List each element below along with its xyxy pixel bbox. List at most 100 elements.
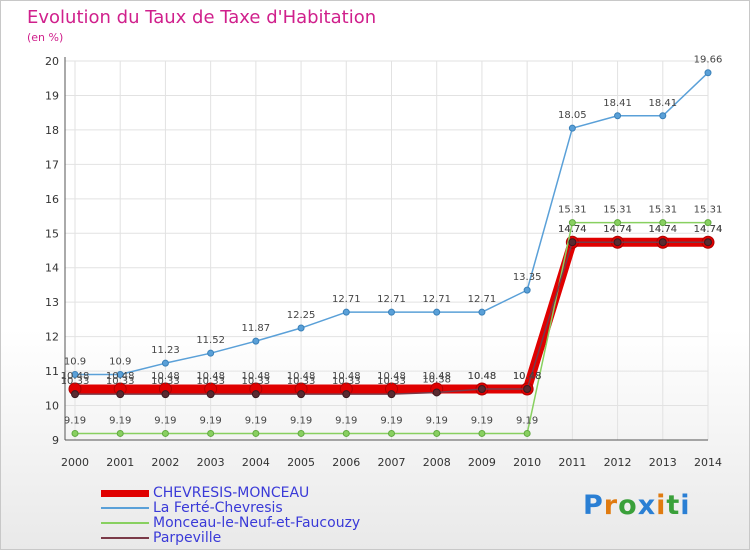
logo-letter: x [637, 490, 657, 521]
data-label: 9.19 [516, 415, 538, 426]
data-label: 11.52 [196, 335, 225, 346]
data-label: 9.19 [64, 415, 86, 426]
data-label: 12.71 [332, 294, 361, 305]
data-point-1 [659, 112, 667, 120]
data-point-2 [659, 219, 667, 227]
data-label: 10.33 [196, 376, 225, 387]
data-label: 9.19 [154, 415, 176, 426]
data-label: 12.71 [468, 294, 497, 305]
data-label: 12.25 [287, 310, 316, 321]
data-label: 14.74 [694, 224, 723, 235]
data-label: 13.35 [513, 272, 542, 283]
y-tick-label: 16 [45, 193, 59, 206]
data-label: 10.38 [422, 374, 451, 385]
data-label: 10.48 [513, 371, 542, 382]
data-label: 10.48 [332, 371, 361, 382]
data-point-3 [116, 390, 125, 399]
data-label: 14.74 [558, 224, 587, 235]
data-label: 10.33 [151, 376, 180, 387]
data-label: 10.9 [109, 357, 131, 368]
data-label: 10.33 [106, 376, 135, 387]
data-point-1 [478, 308, 486, 316]
legend-label: Parpeville [153, 530, 222, 546]
x-tick-label: 2001 [106, 456, 134, 469]
x-tick-label: 2013 [649, 456, 677, 469]
data-label: 14.74 [558, 224, 587, 235]
data-label: 10.33 [242, 376, 271, 387]
data-point-1 [433, 308, 441, 316]
logo-letter: t [666, 490, 681, 521]
x-tick-label: 2007 [378, 456, 406, 469]
data-point-2 [478, 429, 486, 437]
x-tick-label: 2009 [468, 456, 496, 469]
legend-item: Parpeville [101, 531, 360, 546]
legend-label: La Ferté-Chevresis [153, 500, 283, 516]
chart-title: Evolution du Taux de Taxe d'Habitation [27, 7, 377, 28]
legend-swatch [101, 537, 149, 539]
data-label: 9.19 [290, 415, 312, 426]
data-point-2 [704, 219, 712, 227]
data-point-3 [297, 390, 306, 399]
data-point-3 [523, 385, 532, 394]
data-point-2 [523, 429, 531, 437]
data-point-1 [297, 324, 305, 332]
data-point-2 [297, 429, 305, 437]
y-tick-label: 13 [45, 296, 59, 309]
y-tick-label: 17 [45, 158, 59, 171]
data-point-2 [71, 429, 79, 437]
data-point-2 [388, 429, 395, 437]
data-label: 9.19 [335, 415, 357, 426]
y-tick-label: 18 [45, 124, 59, 137]
x-tick-label: 2012 [604, 456, 632, 469]
data-point-2 [116, 429, 124, 437]
data-label: 10.9 [64, 357, 86, 368]
legend-swatch [101, 522, 149, 524]
y-tick-label: 10 [45, 400, 59, 413]
y-tick-label: 9 [52, 434, 59, 447]
data-point-2 [207, 429, 215, 437]
data-point-3 [658, 238, 667, 247]
data-label: 10.48 [468, 371, 497, 382]
data-point-3 [477, 385, 486, 394]
y-tick-label: 15 [45, 227, 59, 240]
data-point-3 [161, 390, 170, 399]
logo-letter: i [680, 490, 691, 521]
chart-legend: CHEVRESIS-MONCEAU La Ferté-Chevresis Monce… [101, 486, 360, 546]
data-label: 10.33 [332, 376, 361, 387]
y-tick-label: 14 [45, 262, 59, 275]
legend-swatch [101, 507, 149, 509]
data-point-2 [342, 429, 350, 437]
data-point-1 [568, 124, 576, 132]
data-label: 10.33 [61, 376, 90, 387]
data-point-2 [161, 429, 169, 437]
data-label: 9.19 [245, 415, 267, 426]
legend-item: La Ferté-Chevresis [101, 501, 360, 516]
data-label: 9.19 [380, 415, 402, 426]
data-label: 10.48 [242, 371, 271, 382]
data-label: 18.41 [648, 98, 677, 109]
data-point-1 [71, 371, 79, 379]
data-label: 10.48 [151, 371, 180, 382]
legend-item: CHEVRESIS-MONCEAU [101, 486, 360, 501]
data-label: 15.31 [558, 205, 587, 216]
data-label: 11.23 [151, 345, 180, 356]
y-tick-label: 20 [45, 55, 59, 68]
x-tick-label: 2008 [423, 456, 451, 469]
data-label: 10.48 [422, 371, 451, 382]
data-point-1 [116, 371, 124, 379]
legend-item: Monceau-le-Neuf-et-Faucouzy [101, 516, 360, 531]
data-point-3 [432, 388, 441, 397]
y-tick-label: 12 [45, 331, 59, 344]
data-point-3 [206, 390, 215, 399]
data-point-3 [71, 390, 79, 399]
data-label: 19.66 [694, 55, 723, 66]
x-tick-label: 2011 [558, 456, 586, 469]
data-label: 15.31 [694, 205, 723, 216]
data-point-1 [523, 286, 531, 294]
x-tick-label: 2004 [242, 456, 270, 469]
y-tick-label: 11 [45, 365, 59, 378]
data-label: 14.74 [603, 224, 632, 235]
data-point-1 [342, 308, 350, 316]
data-label: 11.87 [242, 323, 271, 334]
